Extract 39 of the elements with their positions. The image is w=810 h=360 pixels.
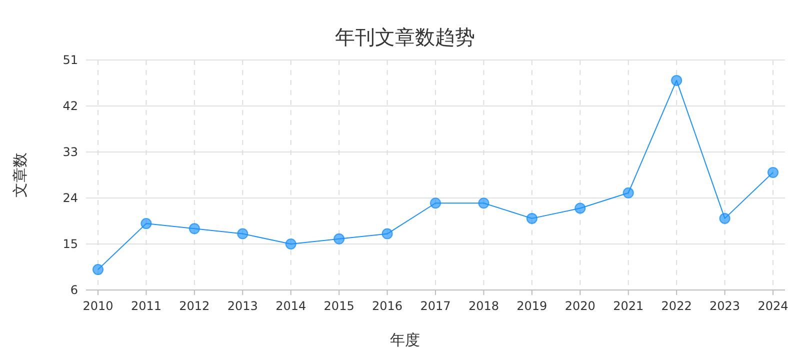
- point: [768, 166, 778, 178]
- y-tick-label: 24: [62, 191, 78, 205]
- point: [237, 228, 248, 240]
- point: [92, 264, 104, 276]
- x-tick-label: 2013: [227, 299, 258, 313]
- x-tick-label: 2022: [661, 299, 692, 313]
- point: [188, 223, 200, 234]
- x-tick-label: 2014: [276, 299, 306, 313]
- point: [478, 198, 490, 209]
- x-tick-label: 2024: [758, 299, 788, 313]
- point: [671, 74, 682, 86]
- point: [382, 228, 393, 240]
- x-tick-label: 2018: [468, 299, 499, 313]
- point: [574, 202, 586, 214]
- x-tick-label: 2010: [82, 299, 114, 313]
- x-tick-label: 2023: [710, 299, 740, 313]
- point: [622, 187, 634, 198]
- y-tick-label: 15: [62, 237, 78, 251]
- point: [430, 198, 441, 209]
- y-tick-label: 51: [62, 53, 78, 67]
- x-tick-label: 2020: [564, 299, 596, 313]
- x-tick-label: 2021: [613, 299, 644, 313]
- point: [140, 218, 152, 230]
- chart-title: 年刊文章数趋势: [335, 25, 475, 49]
- point: [285, 238, 296, 250]
- x-tick-label: 2016: [372, 299, 403, 313]
- x-tick-label: 2015: [324, 299, 354, 313]
- y-tick-label: 6: [70, 283, 78, 297]
- x-tick-label: 2017: [420, 299, 451, 313]
- x-tick-label: 2019: [516, 299, 548, 313]
- y-tick-label: 33: [62, 145, 78, 159]
- y-tick-label: 42: [62, 99, 78, 113]
- point: [334, 233, 345, 244]
- x-axis-title: 年度: [390, 331, 420, 349]
- point: [526, 212, 538, 224]
- point: [719, 212, 730, 224]
- x-tick-label: 2012: [179, 299, 210, 313]
- y-axis-title: 文章数: [11, 152, 29, 198]
- x-tick-label: 2011: [130, 299, 162, 313]
